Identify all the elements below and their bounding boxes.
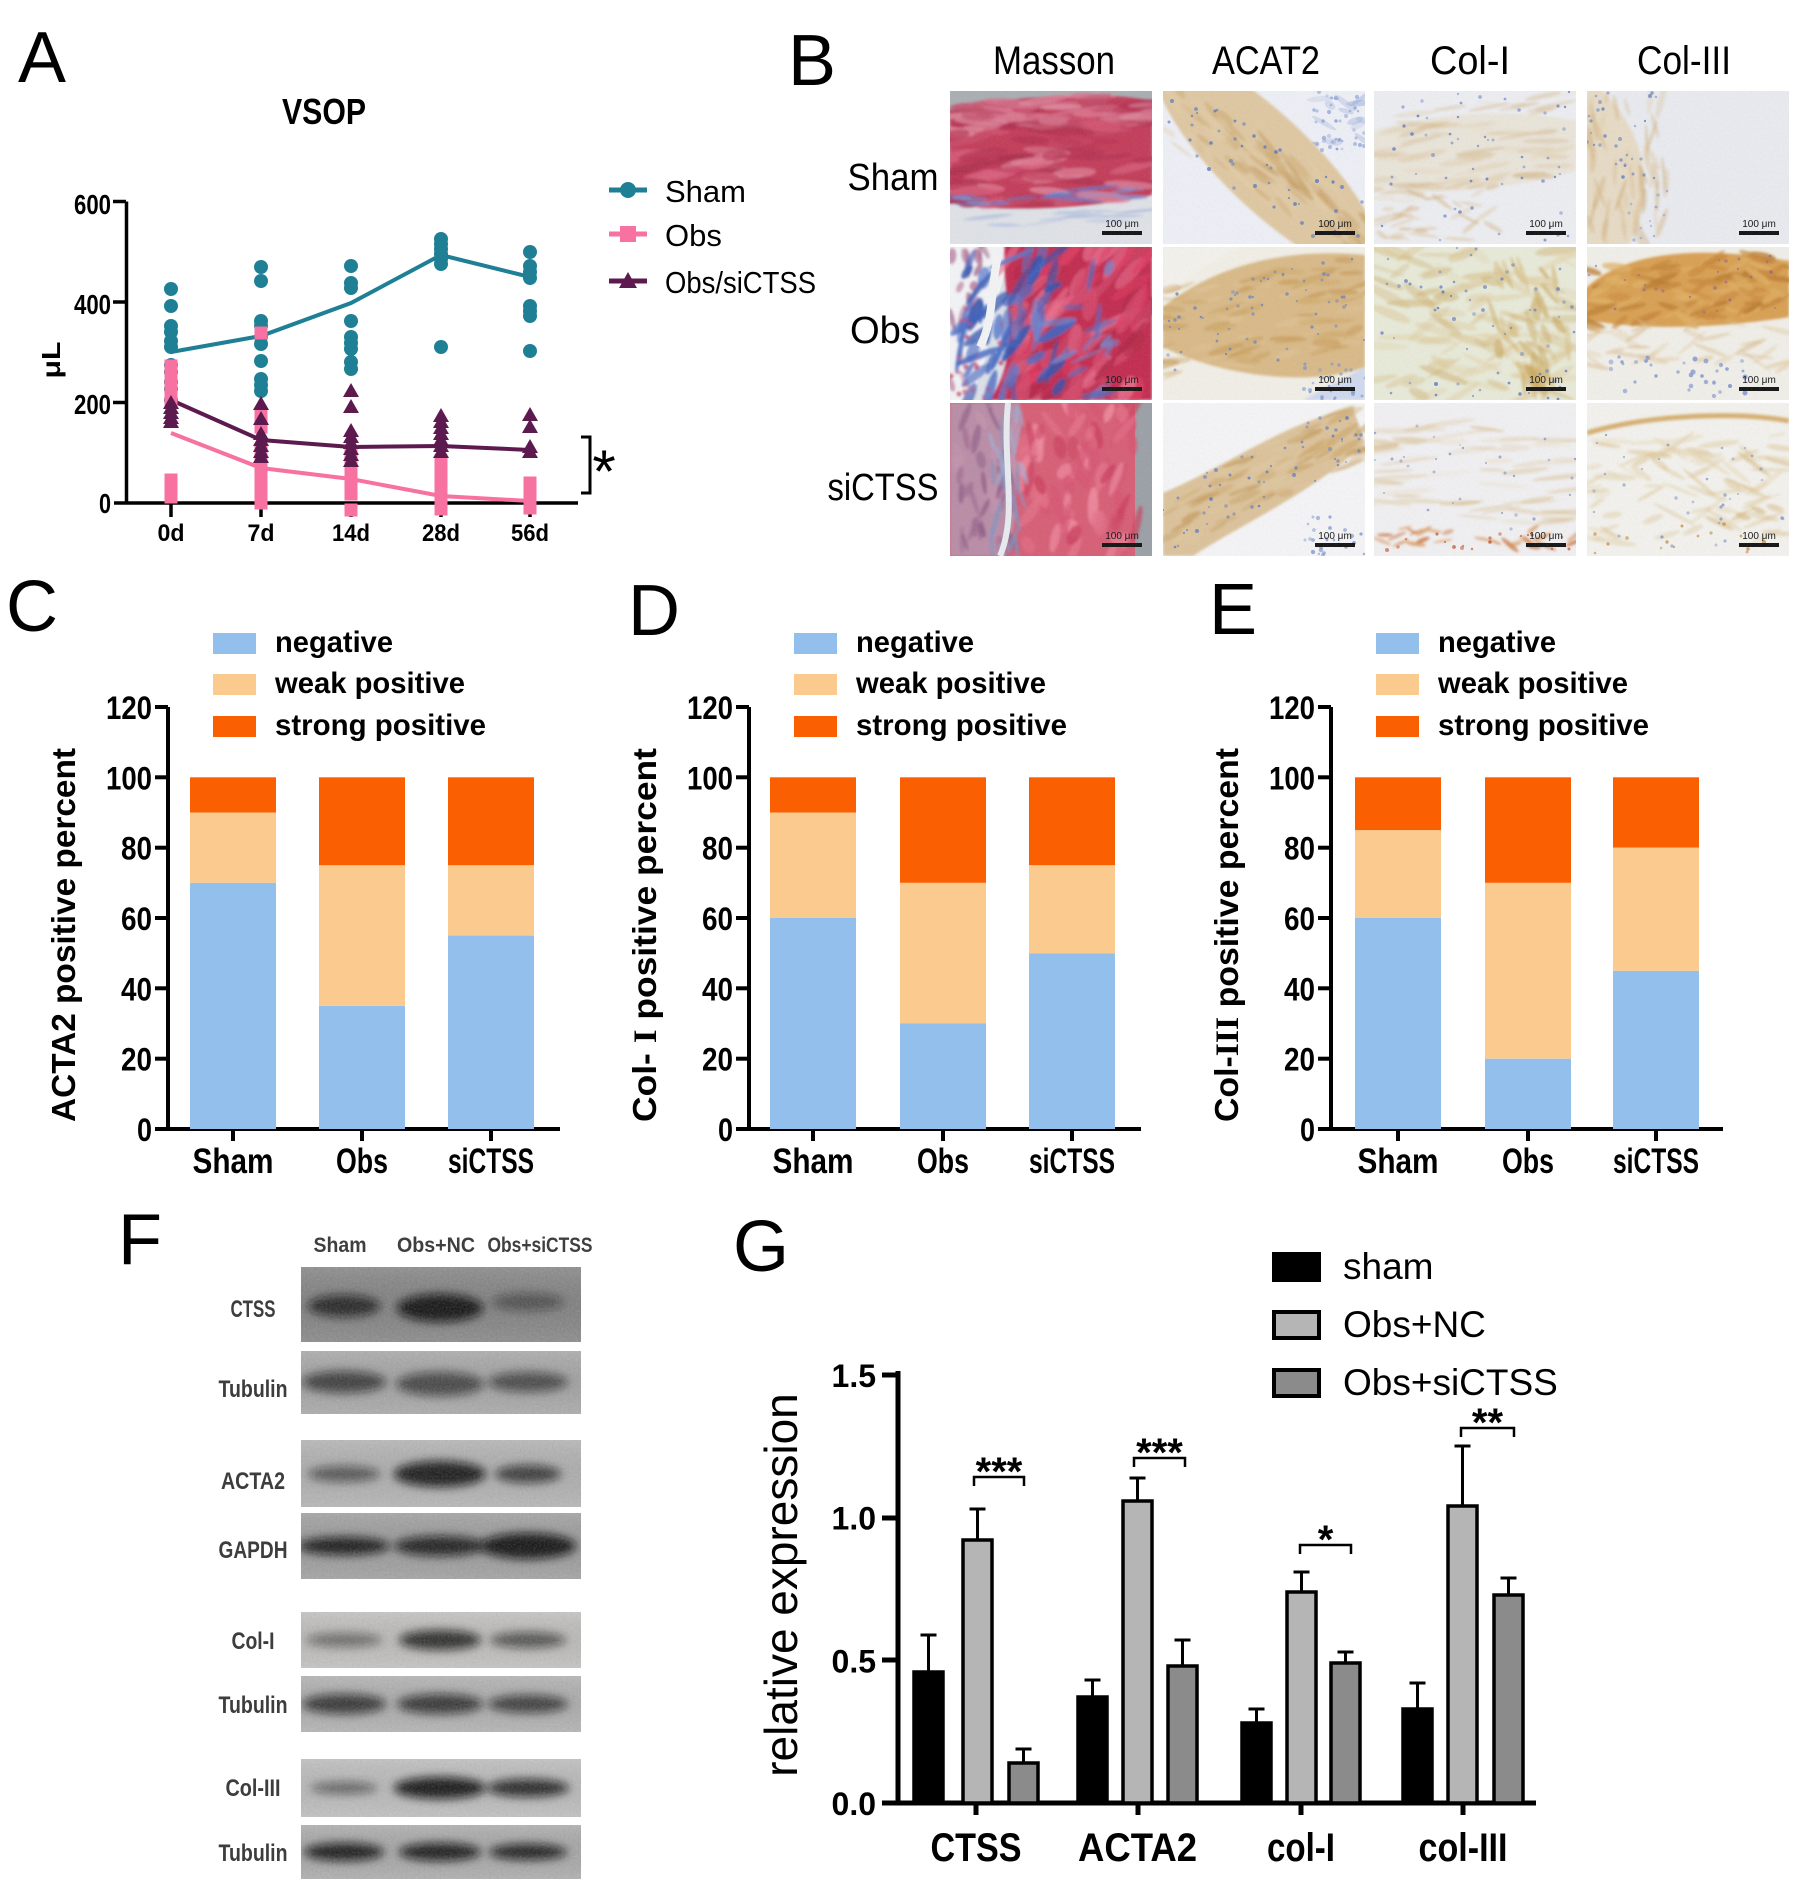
svg-text:20: 20 xyxy=(121,1042,152,1078)
svg-text:Sham: Sham xyxy=(1358,1142,1439,1181)
svg-text:Obs: Obs xyxy=(917,1142,969,1181)
svg-text:A: A xyxy=(18,18,66,98)
svg-text:120: 120 xyxy=(1269,690,1315,726)
svg-text:*: * xyxy=(1318,1518,1334,1562)
svg-text:VSOP: VSOP xyxy=(282,91,366,132)
svg-text:1.5: 1.5 xyxy=(832,1358,876,1394)
svg-text:56d: 56d xyxy=(511,520,549,547)
svg-text:80: 80 xyxy=(121,831,152,867)
svg-text:weak positive: weak positive xyxy=(274,667,465,700)
svg-text:D: D xyxy=(628,571,680,651)
svg-text:14d: 14d xyxy=(332,520,370,547)
svg-text:600: 600 xyxy=(74,189,111,220)
svg-text:ACTA2: ACTA2 xyxy=(1078,1826,1197,1870)
svg-text:F: F xyxy=(118,1200,162,1280)
svg-text:**: ** xyxy=(1472,1401,1504,1445)
svg-text:200: 200 xyxy=(74,389,111,420)
svg-text:μL: μL xyxy=(36,341,66,378)
svg-text:weak positive: weak positive xyxy=(1437,667,1628,700)
svg-text:100: 100 xyxy=(1269,760,1315,796)
svg-text:siCTSS: siCTSS xyxy=(1613,1142,1699,1181)
svg-text:E: E xyxy=(1209,570,1257,650)
svg-text:0: 0 xyxy=(718,1112,733,1148)
svg-text:80: 80 xyxy=(1284,831,1315,867)
svg-text:Sham: Sham xyxy=(193,1142,274,1181)
svg-text:Sham: Sham xyxy=(665,174,746,209)
svg-text:0d: 0d xyxy=(158,520,185,547)
svg-text:Obs/siCTSS: Obs/siCTSS xyxy=(665,265,816,300)
svg-text:***: *** xyxy=(1136,1431,1183,1475)
svg-text:Obs+NC: Obs+NC xyxy=(397,1234,475,1257)
svg-text:negative: negative xyxy=(275,626,393,659)
svg-text:100: 100 xyxy=(687,760,733,796)
svg-text:siCTSS: siCTSS xyxy=(1029,1142,1115,1181)
svg-text:B: B xyxy=(788,21,836,101)
svg-text:60: 60 xyxy=(1284,901,1315,937)
svg-text:1.0: 1.0 xyxy=(832,1501,876,1537)
svg-text:sham: sham xyxy=(1343,1246,1433,1287)
svg-text:Obs+siCTSS: Obs+siCTSS xyxy=(1343,1362,1558,1403)
svg-text:ACTA2 positive percent: ACTA2 positive percent xyxy=(45,748,82,1122)
svg-text:col-III: col-III xyxy=(1419,1826,1508,1870)
svg-text:40: 40 xyxy=(1284,971,1315,1007)
svg-text:Col-I: Col-I xyxy=(1430,39,1510,83)
svg-text:GAPDH: GAPDH xyxy=(219,1537,288,1564)
svg-text:negative: negative xyxy=(856,626,974,659)
svg-text:40: 40 xyxy=(121,971,152,1007)
svg-text:Col-III: Col-III xyxy=(1637,39,1731,83)
svg-text:ACAT2: ACAT2 xyxy=(1212,39,1320,83)
svg-text:80: 80 xyxy=(702,831,733,867)
svg-text:Sham: Sham xyxy=(314,1234,367,1257)
svg-text:0.5: 0.5 xyxy=(832,1643,876,1679)
svg-text:Obs: Obs xyxy=(850,310,920,352)
svg-text:Obs: Obs xyxy=(1502,1142,1554,1181)
svg-text:28d: 28d xyxy=(422,520,460,547)
svg-text:Obs+NC: Obs+NC xyxy=(1343,1304,1486,1345)
svg-text:0: 0 xyxy=(99,488,111,519)
svg-text:Col-I: Col-I xyxy=(232,1628,275,1655)
svg-text:120: 120 xyxy=(687,690,733,726)
svg-text:Obs+siCTSS: Obs+siCTSS xyxy=(488,1234,593,1257)
svg-text:negative: negative xyxy=(1438,626,1556,659)
svg-text:siCTSS: siCTSS xyxy=(828,467,939,509)
svg-text:Masson: Masson xyxy=(993,39,1115,83)
svg-text:0: 0 xyxy=(1300,1112,1315,1148)
svg-text:0: 0 xyxy=(137,1112,152,1148)
svg-text:400: 400 xyxy=(74,289,111,320)
svg-text:Tubulin: Tubulin xyxy=(219,1840,288,1867)
svg-text:0.0: 0.0 xyxy=(832,1786,876,1822)
svg-text:Sham: Sham xyxy=(848,157,939,199)
svg-text:C: C xyxy=(6,567,58,647)
svg-text:G: G xyxy=(733,1207,789,1287)
svg-text:Obs: Obs xyxy=(336,1142,388,1181)
svg-text:ACTA2: ACTA2 xyxy=(221,1468,285,1495)
svg-text:Tubulin: Tubulin xyxy=(219,1376,288,1403)
svg-text:strong positive: strong positive xyxy=(275,709,486,742)
svg-text:Tubulin: Tubulin xyxy=(219,1692,288,1719)
svg-text:col-I: col-I xyxy=(1267,1826,1335,1870)
svg-text:strong positive: strong positive xyxy=(856,709,1067,742)
svg-text:Col-III positive percent: Col-III positive percent xyxy=(1208,748,1246,1122)
svg-text:CTSS: CTSS xyxy=(231,1296,276,1323)
svg-text:siCTSS: siCTSS xyxy=(448,1142,534,1181)
svg-text:weak positive: weak positive xyxy=(855,667,1046,700)
svg-text:7d: 7d xyxy=(248,520,275,547)
svg-text:Sham: Sham xyxy=(773,1142,854,1181)
svg-text:60: 60 xyxy=(121,901,152,937)
svg-text:relative expression: relative expression xyxy=(755,1393,807,1777)
svg-text:60: 60 xyxy=(702,901,733,937)
svg-text:Col-III: Col-III xyxy=(226,1775,281,1802)
svg-text:strong positive: strong positive xyxy=(1438,709,1649,742)
svg-text:*: * xyxy=(592,438,615,505)
svg-text:120: 120 xyxy=(106,690,152,726)
svg-text:20: 20 xyxy=(702,1042,733,1078)
svg-text:100: 100 xyxy=(106,760,152,796)
svg-text:20: 20 xyxy=(1284,1042,1315,1078)
svg-text:Col- I positive percent: Col- I positive percent xyxy=(626,748,664,1122)
svg-text:CTSS: CTSS xyxy=(931,1826,1022,1870)
svg-text:***: *** xyxy=(976,1450,1023,1494)
svg-text:Obs: Obs xyxy=(665,218,722,253)
svg-text:40: 40 xyxy=(702,971,733,1007)
